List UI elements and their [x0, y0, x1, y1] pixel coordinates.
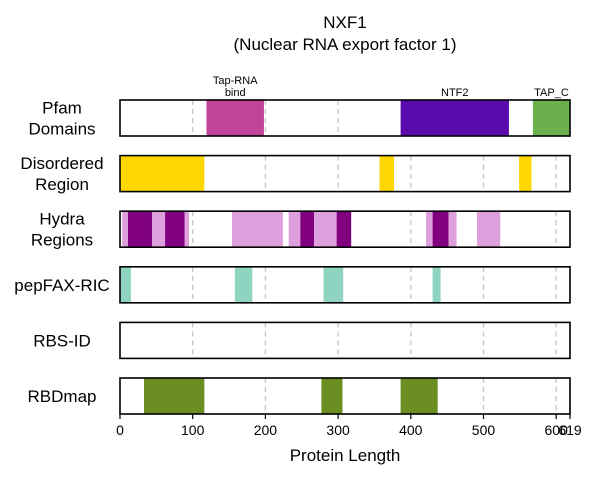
- segment-bar: [246, 266, 253, 303]
- segment-bar: [206, 100, 264, 136]
- x-axis-label: Protein Length: [290, 446, 401, 465]
- segment-bar: [400, 378, 438, 414]
- segment-bar: [323, 266, 344, 303]
- segment-bar: [120, 266, 131, 303]
- segment-bar: [165, 211, 185, 248]
- segment-bar: [379, 155, 395, 192]
- segment-bar: [300, 211, 315, 248]
- segment-bar: [448, 211, 457, 248]
- track-label: RBS-ID: [33, 331, 91, 350]
- segment-bar: [426, 211, 433, 248]
- segment-bar: [234, 266, 247, 303]
- segment-bar: [336, 211, 352, 248]
- segment-bar: [432, 211, 449, 248]
- domain-label: bind: [225, 87, 246, 99]
- track-hydra-regions: Hydra Regions: [31, 210, 571, 250]
- segment-bar: [476, 211, 501, 248]
- segment-bar: [321, 378, 343, 414]
- x-tick-label: 600: [545, 422, 569, 438]
- track-label: RBDmap: [28, 387, 97, 406]
- x-tick-label: 300: [326, 422, 350, 438]
- track-frame: [119, 321, 571, 360]
- segment-bar: [120, 155, 205, 192]
- segment-bar: [532, 100, 570, 136]
- segment-bar: [143, 378, 205, 414]
- segment-bar: [122, 211, 128, 248]
- track-label: Region: [35, 175, 89, 194]
- chart-title: NXF1: [323, 13, 366, 32]
- track-label: pepFAX-RIC: [14, 276, 109, 295]
- chart-subtitle: (Nuclear RNA export factor 1): [234, 35, 457, 54]
- segment-bar: [231, 211, 262, 248]
- track-label: Domains: [28, 120, 95, 139]
- track-label: Regions: [31, 231, 93, 250]
- segment-bar: [127, 211, 152, 248]
- x-tick-label: 400: [399, 422, 423, 438]
- track-frame: [119, 154, 571, 193]
- track-frame: [119, 377, 571, 415]
- track-frame: [119, 99, 571, 137]
- domain-label: Tap-RNA: [213, 75, 258, 87]
- segment-bar: [261, 211, 283, 248]
- track-pepfax-ric: pepFAX-RIC: [14, 265, 571, 304]
- track-frame: [119, 210, 571, 248]
- segment-bar: [519, 155, 532, 192]
- domain-label: TAP_C: [534, 87, 569, 99]
- domain-label: NTF2: [441, 87, 469, 99]
- segment-bar: [151, 211, 166, 248]
- x-tick-label: 0: [116, 422, 124, 438]
- track-rbdmap: RBDmap: [28, 377, 571, 415]
- track-label: Disordered: [20, 154, 103, 173]
- segment-bar: [432, 266, 441, 303]
- track-rbs-id: RBS-ID: [33, 321, 571, 360]
- track-disordered-region: Disordered Region: [20, 154, 571, 194]
- x-tick-label: 619: [558, 422, 582, 438]
- segment-bar: [288, 211, 301, 248]
- track-label: Pfam: [42, 99, 82, 118]
- segment-bar: [400, 100, 509, 136]
- segment-bar: [314, 211, 337, 248]
- x-tick-label: 200: [254, 422, 278, 438]
- x-tick-label: 100: [181, 422, 205, 438]
- segment-bar: [184, 211, 190, 248]
- track-label: Hydra: [39, 210, 85, 229]
- x-tick-label: 500: [472, 422, 496, 438]
- track-frame: [119, 265, 571, 304]
